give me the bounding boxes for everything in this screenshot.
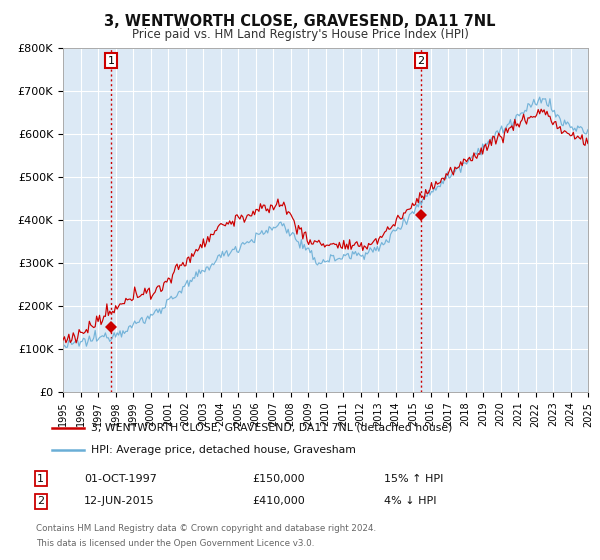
Text: 1: 1 <box>107 55 115 66</box>
Text: This data is licensed under the Open Government Licence v3.0.: This data is licensed under the Open Gov… <box>36 539 314 548</box>
Text: 15% ↑ HPI: 15% ↑ HPI <box>384 474 443 484</box>
Text: 4% ↓ HPI: 4% ↓ HPI <box>384 496 437 506</box>
Text: 01-OCT-1997: 01-OCT-1997 <box>84 474 157 484</box>
Text: £410,000: £410,000 <box>252 496 305 506</box>
Text: Price paid vs. HM Land Registry's House Price Index (HPI): Price paid vs. HM Land Registry's House … <box>131 28 469 41</box>
Text: £150,000: £150,000 <box>252 474 305 484</box>
Text: 2: 2 <box>37 496 44 506</box>
Text: 1: 1 <box>37 474 44 484</box>
Text: HPI: Average price, detached house, Gravesham: HPI: Average price, detached house, Grav… <box>91 445 356 455</box>
Text: 2: 2 <box>418 55 424 66</box>
Text: 3, WENTWORTH CLOSE, GRAVESEND, DA11 7NL: 3, WENTWORTH CLOSE, GRAVESEND, DA11 7NL <box>104 14 496 29</box>
Text: 12-JUN-2015: 12-JUN-2015 <box>84 496 155 506</box>
Text: Contains HM Land Registry data © Crown copyright and database right 2024.: Contains HM Land Registry data © Crown c… <box>36 524 376 533</box>
Text: 3, WENTWORTH CLOSE, GRAVESEND, DA11 7NL (detached house): 3, WENTWORTH CLOSE, GRAVESEND, DA11 7NL … <box>91 423 453 433</box>
